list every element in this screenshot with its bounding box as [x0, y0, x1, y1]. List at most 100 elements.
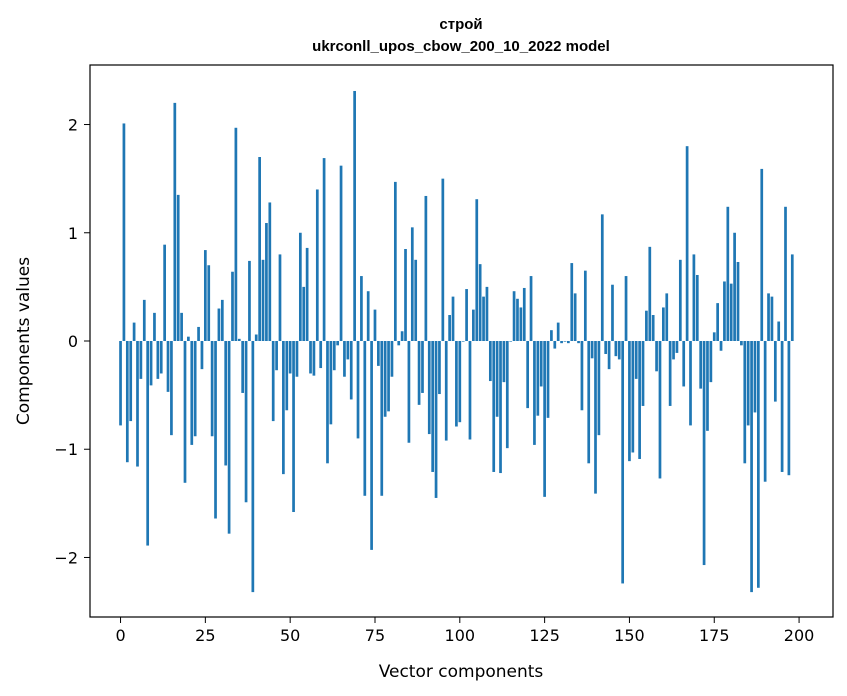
bar-45 [271, 341, 275, 422]
bar-2 [125, 341, 129, 463]
bar-182 [736, 261, 740, 341]
bar-117 [516, 298, 519, 341]
bar-39 [251, 341, 255, 593]
plot-frame [89, 64, 834, 618]
bar-183 [740, 341, 743, 346]
bar-108 [485, 286, 489, 341]
bar-69 [353, 90, 356, 341]
bar-64 [336, 341, 340, 346]
bar-42 [261, 259, 265, 341]
bar-118 [519, 307, 523, 341]
bar-178 [723, 281, 726, 341]
bar-21 [190, 341, 194, 445]
bar-133 [570, 263, 574, 341]
bar-40 [254, 334, 258, 341]
bar-166 [682, 341, 686, 387]
bar-93 [434, 341, 438, 498]
bar-37 [244, 341, 248, 503]
x-tick-label-50: 50 [280, 626, 300, 645]
bar-97 [448, 315, 451, 341]
bar-198 [790, 254, 794, 341]
bar-155 [645, 310, 648, 341]
bar-68 [349, 341, 353, 400]
y-tick-label-2: 2 [68, 116, 78, 135]
bar-191 [767, 293, 770, 341]
bar-47 [278, 254, 282, 341]
bar-113 [502, 341, 506, 383]
bar-169 [692, 254, 696, 341]
bar-152 [634, 341, 638, 379]
bar-147 [617, 341, 621, 360]
bar-24 [200, 341, 204, 370]
bar-156 [648, 246, 652, 341]
bar-194 [777, 321, 781, 341]
bar-28 [214, 341, 217, 519]
bar-59 [319, 341, 323, 369]
y-axis-label: Components values [14, 257, 34, 425]
bar-25 [203, 250, 207, 341]
bar-149 [624, 276, 628, 341]
bar-102 [465, 289, 468, 341]
bar-148 [621, 341, 625, 584]
bar-170 [695, 274, 699, 341]
bar-141 [597, 341, 601, 436]
bar-46 [275, 341, 278, 371]
bar-32 [227, 341, 231, 534]
bar-75 [373, 309, 377, 341]
bar-122 [533, 341, 536, 445]
bar-14 [166, 341, 170, 392]
bar-126 [546, 341, 550, 418]
bar-82 [397, 341, 401, 346]
bar-4 [132, 322, 136, 341]
bar-80 [390, 341, 394, 377]
bar-175 [712, 332, 716, 341]
bar-162 [668, 341, 672, 406]
y-tick-label-1: 1 [68, 224, 78, 243]
bar-92 [431, 341, 435, 472]
bar-143 [604, 341, 608, 354]
bar-167 [685, 146, 689, 341]
bar-123 [536, 341, 540, 416]
bar-13 [163, 244, 166, 341]
bar-176 [716, 303, 719, 341]
bar-44 [268, 202, 272, 341]
bar-29 [217, 308, 221, 341]
bar-132 [567, 341, 570, 344]
bar-119 [522, 287, 526, 341]
bar-53 [298, 232, 302, 341]
y-tick-label--2: −2 [54, 548, 78, 567]
bar-111 [495, 341, 499, 417]
bar-6 [139, 341, 143, 379]
bar-195 [780, 341, 784, 472]
bar-116 [512, 291, 516, 341]
bar-78 [383, 341, 387, 417]
bar-173 [706, 341, 709, 431]
bar-35 [237, 338, 241, 341]
bar-137 [583, 270, 587, 341]
x-tick-label-25: 25 [195, 626, 215, 645]
bar-157 [651, 315, 655, 341]
bar-79 [387, 341, 390, 412]
bar-62 [329, 341, 333, 425]
bar-109 [488, 341, 492, 382]
bar-67 [346, 341, 350, 360]
bar-60 [322, 158, 326, 341]
bar-179 [726, 206, 730, 341]
bar-130 [560, 341, 563, 344]
bar-7 [142, 299, 146, 341]
bar-33 [231, 271, 234, 341]
bar-163 [672, 341, 675, 360]
bar-90 [424, 195, 428, 341]
bar-151 [631, 341, 635, 453]
bar-19 [183, 341, 187, 483]
bar-192 [770, 296, 774, 341]
bar-26 [207, 265, 211, 341]
bar-196 [784, 206, 787, 341]
bar-142 [600, 214, 604, 341]
bar-190 [763, 341, 767, 482]
bar-84 [404, 249, 407, 341]
bar-135 [577, 341, 580, 344]
bar-185 [746, 341, 750, 426]
bar-98 [451, 296, 455, 341]
bar-188 [757, 341, 760, 588]
